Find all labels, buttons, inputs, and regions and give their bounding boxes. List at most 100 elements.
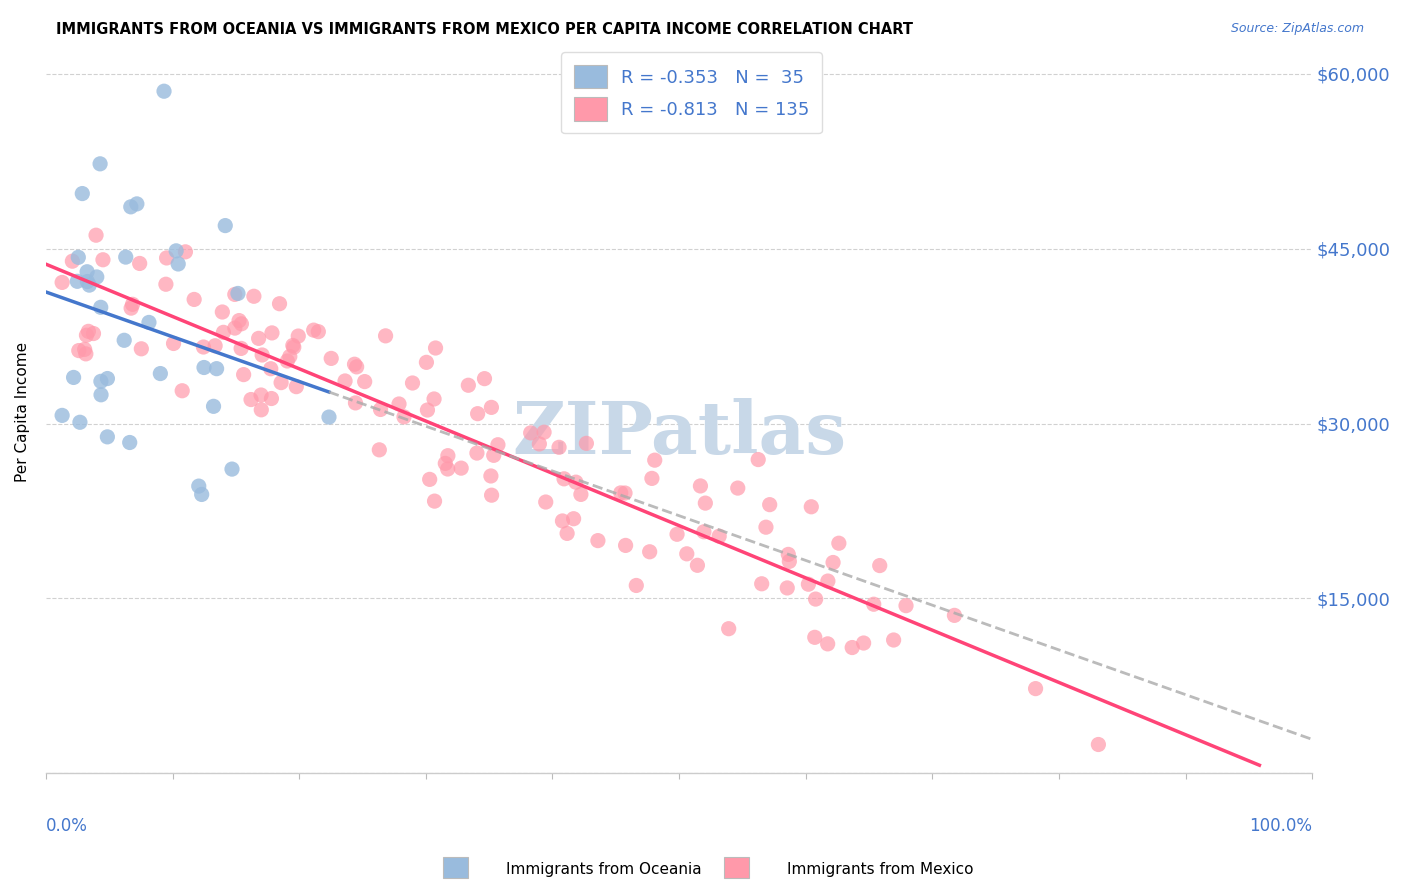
Point [221,462,243,476]
Point [224,321,246,335]
Point [778,548,800,562]
Point [434,456,457,470]
Point [125,197,148,211]
Point [285,379,308,393]
Point [84,228,107,243]
Point [90,301,112,315]
Point [75,347,97,361]
Point [205,361,228,376]
Point [190,487,212,501]
Point [276,354,298,368]
Text: Immigrants from Mexico: Immigrants from Mexico [787,863,974,877]
Point [66,274,89,288]
Point [533,425,555,440]
Point [370,402,392,417]
Point [96,371,118,385]
Point [250,348,273,362]
Point [333,374,356,388]
Point [131,342,153,356]
Point [76,275,98,289]
Point [841,640,863,655]
Point [283,340,305,354]
Point [401,376,423,390]
Point [187,479,209,493]
Point [778,554,800,568]
Point [167,257,190,271]
Point [120,200,142,214]
Point [79,278,101,293]
Point [1087,738,1109,752]
Point [260,361,283,376]
Point [228,313,250,327]
Point [138,315,160,329]
Point [481,488,503,502]
Point [423,392,446,406]
Point [374,329,396,343]
Point [128,256,150,270]
Point [479,469,502,483]
Point [114,250,136,264]
Point [250,388,273,402]
Point [519,425,541,440]
Point [776,581,799,595]
Point [614,538,637,552]
Point [307,325,329,339]
Text: Source: ZipAtlas.com: Source: ZipAtlas.com [1230,22,1364,36]
Point [90,388,112,402]
Point [551,514,574,528]
Point [278,350,301,364]
Point [1249,778,1271,792]
Text: Immigrants from Oceania: Immigrants from Oceania [506,863,702,877]
Point [269,296,291,310]
Point [626,578,648,592]
Point [689,479,711,493]
Point [162,336,184,351]
Point [224,287,246,301]
Point [51,409,73,423]
Point [67,343,90,358]
Point [474,371,496,385]
Point [565,475,588,490]
Point [586,533,609,548]
Point [425,341,447,355]
Y-axis label: Per Capita Income: Per Capita Income [15,342,30,482]
Point [287,329,309,343]
Point [641,471,664,485]
Point [353,375,375,389]
Point [695,496,717,510]
Point [82,326,104,341]
Point [817,637,839,651]
Point [727,481,749,495]
Point [416,403,439,417]
Point [174,244,197,259]
Point [368,442,391,457]
Point [817,574,839,588]
Point [240,392,263,407]
Point [486,438,509,452]
Point [823,556,845,570]
Point [211,305,233,319]
Point [894,599,917,613]
Point [346,359,368,374]
Point [212,326,235,340]
Point [423,494,446,508]
Point [534,495,557,509]
Point [717,622,740,636]
Point [226,286,249,301]
Point [302,323,325,337]
Point [803,630,825,644]
Point [828,536,851,550]
Point [755,520,778,534]
Point [644,453,666,467]
Point [465,446,488,460]
Point [614,486,637,500]
Point [569,487,592,501]
Point [118,435,141,450]
Point [62,370,84,384]
Point [548,440,571,454]
Point [77,324,100,338]
Point [709,529,731,543]
Point [562,512,585,526]
Point [321,351,343,366]
Point [193,340,215,354]
